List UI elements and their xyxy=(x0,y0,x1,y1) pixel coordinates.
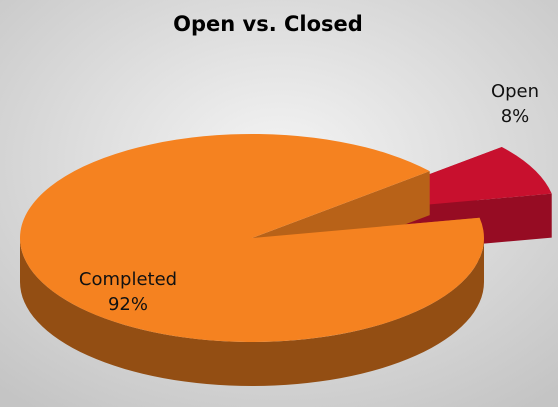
slice xyxy=(19,133,485,342)
value-label: 8% xyxy=(501,106,530,127)
labels: Open 8% Completed 92% xyxy=(79,81,539,315)
chart-title: Open vs. Closed xyxy=(173,12,363,36)
slice-label: Completed xyxy=(79,269,177,290)
slice-side xyxy=(20,238,484,386)
value-label: 92% xyxy=(108,294,148,315)
slice-label: Open xyxy=(491,81,539,102)
plot xyxy=(19,133,552,386)
